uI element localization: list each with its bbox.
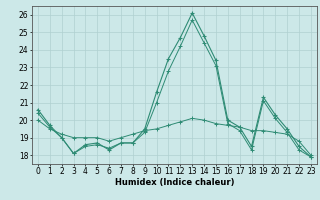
X-axis label: Humidex (Indice chaleur): Humidex (Indice chaleur) — [115, 178, 234, 187]
